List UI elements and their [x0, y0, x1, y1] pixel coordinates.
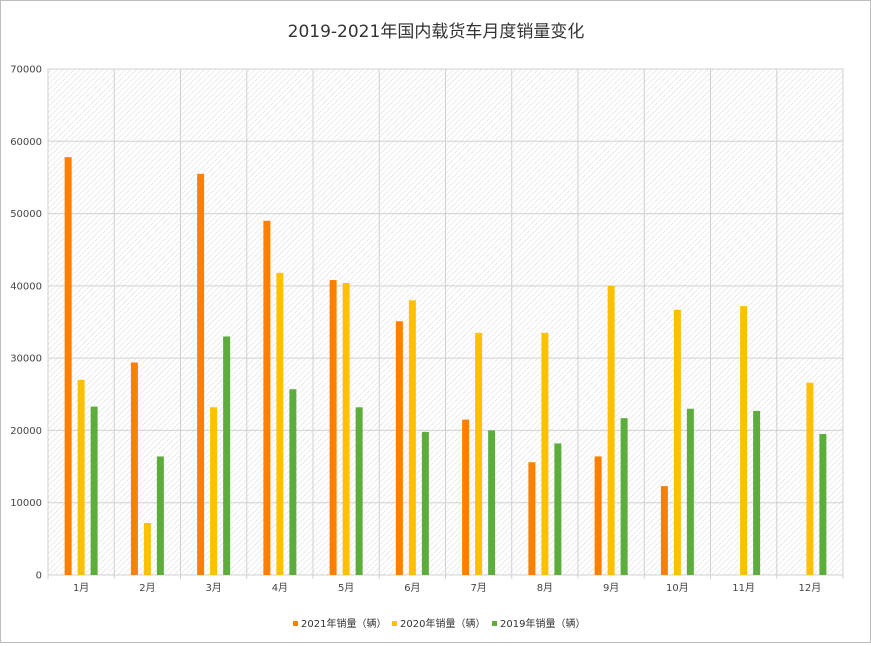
grid-lines: [47, 68, 844, 579]
y-tick-label: 30000: [10, 354, 42, 365]
y-tick-label: 20000: [10, 426, 42, 437]
bar-9月-series-0: [594, 456, 602, 575]
bar-9月-series-2: [620, 418, 628, 575]
y-axis-ticks: 0 10000 20000 30000 40000 50000 60000 70000: [10, 65, 42, 582]
legend-swatch: [392, 621, 397, 626]
bar-10月-series-1: [673, 309, 681, 575]
bar-10月-series-0: [660, 486, 668, 575]
legend: 2021年销量（辆） 2020年销量（辆） 2019年销量（辆）: [293, 617, 585, 630]
bar-5月-series-0: [329, 280, 337, 575]
x-tick-label: 5月: [338, 582, 354, 594]
bar-1月-series-1: [77, 379, 85, 575]
bar-6月-series-0: [395, 321, 403, 575]
x-tick-label: 7月: [470, 582, 486, 594]
bar-7月-series-0: [462, 419, 470, 575]
y-tick-label: 70000: [10, 65, 42, 76]
bar-1月-series-2: [90, 406, 98, 575]
x-tick-label: 4月: [272, 582, 288, 594]
y-tick-label: 60000: [10, 137, 42, 148]
bar-4月-series-2: [289, 389, 297, 575]
x-tick-label: 1月: [73, 582, 89, 594]
bar-2月-series-1: [143, 522, 151, 575]
x-tick-label: 10月: [666, 582, 689, 594]
bar-12月-series-1: [806, 382, 814, 575]
bar-10月-series-2: [686, 408, 694, 575]
bar-3月-series-0: [197, 173, 205, 576]
bar-7月-series-2: [488, 430, 496, 575]
bar-11月-series-2: [753, 410, 761, 575]
bar-4月-series-0: [263, 220, 271, 576]
bar-3月-series-1: [210, 407, 218, 575]
y-tick-label: 10000: [10, 498, 42, 509]
chart-title: 2019-2021年国内载货车月度销量变化: [288, 22, 585, 42]
x-tick-label: 8月: [537, 582, 553, 594]
legend-swatch: [492, 621, 497, 626]
bar-2月-series-2: [156, 456, 164, 575]
bar-5月-series-1: [342, 282, 350, 575]
bar-6月-series-1: [408, 300, 416, 575]
x-tick-label: 6月: [404, 582, 420, 594]
x-tick-label: 12月: [799, 582, 822, 594]
bar-9月-series-1: [607, 285, 615, 575]
bar-1月-series-0: [64, 157, 72, 575]
bar-11月-series-1: [740, 306, 748, 575]
bar-8月-series-2: [554, 443, 562, 575]
x-axis-ticks: 1月 2月 3月 4月 5月 6月 7月 8月 9月 10月 11月 12月: [73, 582, 821, 594]
bar-8月-series-0: [528, 462, 536, 575]
bar-3月-series-2: [223, 336, 231, 575]
legend-label: 2020年销量（辆）: [400, 617, 485, 630]
bar-5月-series-2: [355, 407, 363, 575]
y-tick-label: 40000: [10, 281, 42, 292]
bar-2月-series-0: [130, 362, 138, 575]
x-tick-label: 3月: [205, 582, 221, 594]
bars: [64, 157, 827, 576]
x-tick-label: 11月: [732, 582, 755, 594]
x-tick-label: 9月: [603, 582, 619, 594]
legend-swatch: [293, 621, 298, 626]
bar-8月-series-1: [541, 332, 549, 575]
y-tick-label: 50000: [10, 209, 42, 220]
y-tick-label: 0: [36, 571, 42, 582]
bar-7月-series-1: [475, 332, 483, 575]
x-tick-label: 2月: [139, 582, 155, 594]
bar-4月-series-1: [276, 272, 284, 575]
legend-label: 2019年销量（辆）: [500, 617, 585, 630]
legend-label: 2021年销量（辆）: [301, 617, 386, 630]
bar-6月-series-2: [421, 431, 429, 575]
bar-12月-series-2: [819, 434, 827, 575]
